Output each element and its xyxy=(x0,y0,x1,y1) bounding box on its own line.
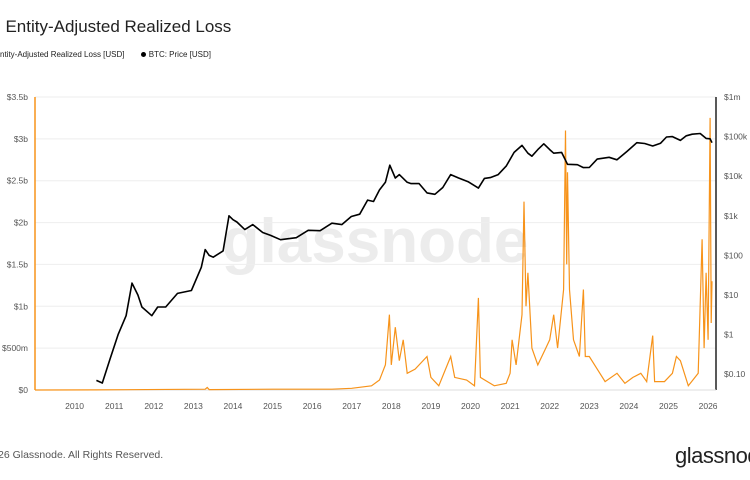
x-tick-label: 2011 xyxy=(105,401,124,411)
legend-item-price-label: BTC: Price [USD] xyxy=(148,50,211,59)
left-tick-label: $1.5b xyxy=(7,259,29,269)
x-tick-label: 2024 xyxy=(619,401,638,411)
price-series-line xyxy=(96,132,713,384)
loss-series-line xyxy=(34,117,713,391)
left-tick-label: $3b xyxy=(14,134,28,144)
right-tick-label: $10 xyxy=(724,290,738,300)
x-tick-label: 2026 xyxy=(699,401,718,411)
chart-title: : Entity-Adjusted Realized Loss xyxy=(0,17,232,36)
x-tick-label: 2012 xyxy=(144,401,163,411)
x-tick-label: 2019 xyxy=(421,401,440,411)
x-tick-label: 2013 xyxy=(184,401,203,411)
left-tick-label: $3.5b xyxy=(7,92,29,102)
left-tick-label: $2.5b xyxy=(7,176,29,186)
x-tick-label: 2016 xyxy=(303,401,322,411)
copyright: 26 Glassnode. All Rights Reserved. xyxy=(0,449,164,461)
right-tick-label: $1k xyxy=(724,211,738,221)
left-tick-label: $500m xyxy=(2,343,28,353)
x-tick-label: 2023 xyxy=(580,401,599,411)
x-tick-label: 2015 xyxy=(263,401,282,411)
right-tick-label: $1m xyxy=(724,92,741,102)
legend-dot-icon xyxy=(140,52,146,58)
right-tick-label: $100 xyxy=(724,250,743,260)
legend-item-loss[interactable]: ntity-Adjusted Realized Loss [USD] xyxy=(0,50,125,59)
x-tick-label: 2010 xyxy=(65,401,84,411)
x-tick-label: 2017 xyxy=(342,401,361,411)
x-tick-label: 2021 xyxy=(501,401,520,411)
x-tick-label: 2020 xyxy=(461,401,480,411)
left-tick-label: $2b xyxy=(14,218,28,228)
x-tick-label: 2025 xyxy=(659,401,678,411)
right-tick-label: $10k xyxy=(724,171,743,181)
x-tick-label: 2014 xyxy=(224,401,243,411)
watermark: glassnode xyxy=(222,207,529,276)
glassnode-logo: glassnode xyxy=(675,443,750,468)
right-tick-label: $0.10 xyxy=(724,369,746,379)
right-tick-label: $1 xyxy=(724,330,734,340)
legend: ntity-Adjusted Realized Loss [USD] BTC: … xyxy=(0,50,225,59)
right-tick-label: $100k xyxy=(724,132,748,142)
left-tick-label: $1b xyxy=(14,301,28,311)
left-tick-label: $0 xyxy=(19,385,29,395)
x-tick-label: 2018 xyxy=(382,401,401,411)
x-tick-label: 2022 xyxy=(540,401,559,411)
legend-item-price[interactable]: BTC: Price [USD] xyxy=(140,50,211,59)
